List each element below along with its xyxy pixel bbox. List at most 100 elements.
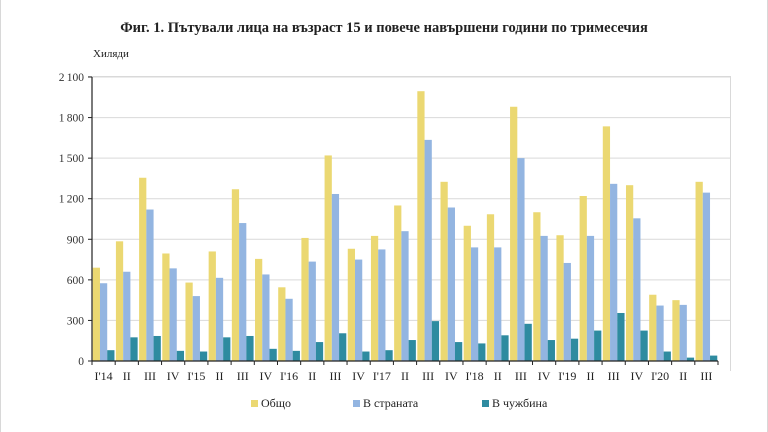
frame-left-border xyxy=(0,0,1,432)
bar xyxy=(478,343,486,361)
bar xyxy=(494,247,502,361)
bar xyxy=(262,274,270,361)
bar xyxy=(640,330,648,361)
legend-item-domestic: В страната xyxy=(353,396,418,411)
bar xyxy=(656,305,664,361)
bar xyxy=(246,335,254,361)
bar xyxy=(130,337,138,361)
bar xyxy=(401,231,409,361)
legend-label-domestic: В страната xyxy=(363,396,419,410)
legend-swatch-abroad xyxy=(482,400,489,407)
bar xyxy=(378,249,386,361)
x-tick-label: I'20 xyxy=(651,369,669,383)
bar xyxy=(417,91,425,361)
x-tick-label: IV xyxy=(631,369,644,383)
legend-item-abroad: В чужбина xyxy=(482,396,547,411)
bar xyxy=(463,225,471,361)
bar xyxy=(672,300,680,361)
bar xyxy=(153,335,161,361)
bar xyxy=(486,214,495,361)
bar xyxy=(610,183,618,361)
bar xyxy=(331,193,340,361)
x-tick-label: III xyxy=(422,369,434,383)
y-tick-label: 1 200 xyxy=(59,194,85,206)
x-tick-label: III xyxy=(237,369,249,383)
bar xyxy=(324,155,332,361)
bar xyxy=(215,277,224,361)
x-tick-label: I'14 xyxy=(95,369,113,383)
y-tick-label: 600 xyxy=(67,275,85,287)
bar xyxy=(231,189,240,361)
y-tick-label: 1 500 xyxy=(59,153,85,165)
bar xyxy=(679,304,687,361)
bar xyxy=(431,321,440,361)
bar xyxy=(355,259,363,361)
bar xyxy=(92,267,100,361)
bar xyxy=(710,355,718,361)
y-axis-unit-label: Хиляди xyxy=(93,48,129,60)
bar xyxy=(510,106,518,361)
bar xyxy=(501,335,509,361)
x-tick-label: II xyxy=(494,369,502,383)
x-tick-label: I'15 xyxy=(187,369,205,383)
bar xyxy=(278,287,286,361)
bar xyxy=(146,209,154,361)
bar xyxy=(633,218,641,361)
bar xyxy=(308,261,316,361)
bar xyxy=(540,235,548,361)
bar xyxy=(440,181,448,361)
bar xyxy=(602,126,611,361)
bar xyxy=(176,350,185,361)
chart-title: Фиг. 1. Пътували лица на възраст 15 и по… xyxy=(120,20,648,36)
bar xyxy=(533,212,541,361)
x-tick-label: II xyxy=(123,369,131,383)
x-tick-label: II xyxy=(216,369,224,383)
bar xyxy=(625,185,634,361)
x-tick-label: III xyxy=(700,369,712,383)
bar xyxy=(663,351,671,361)
bar xyxy=(107,350,115,361)
axes xyxy=(88,76,719,365)
bar xyxy=(239,223,247,361)
bar xyxy=(524,323,532,361)
x-tick-label: IV xyxy=(352,369,365,383)
x-tick-label: I'17 xyxy=(373,369,391,383)
bar xyxy=(370,235,379,361)
bar xyxy=(686,357,695,361)
legend-item-total: Общо xyxy=(251,396,291,411)
bar xyxy=(301,237,309,361)
x-tick-label: III xyxy=(329,369,341,383)
bar xyxy=(547,340,555,361)
legend-label-total: Общо xyxy=(261,396,292,410)
bar xyxy=(255,258,263,361)
bar xyxy=(292,350,300,361)
bar xyxy=(169,268,177,361)
x-tick-label: III xyxy=(144,369,156,383)
bar xyxy=(447,207,455,361)
x-tick-label: III xyxy=(515,369,527,383)
bar xyxy=(99,283,108,361)
x-tick-labels: I'14 II III IV I'15 II III IV I'16 II III IV I'17 II I… xyxy=(95,369,713,383)
bar xyxy=(579,196,587,361)
bar xyxy=(123,271,131,361)
bar xyxy=(208,251,216,361)
bars xyxy=(92,91,718,361)
x-tick-label: I'16 xyxy=(280,369,298,383)
y-tick-label: 300 xyxy=(67,315,85,327)
bar xyxy=(517,158,525,361)
bar xyxy=(394,205,402,361)
bar xyxy=(385,350,393,361)
bar xyxy=(315,342,324,361)
y-tick-label: 0 xyxy=(78,356,84,368)
bar xyxy=(594,330,602,361)
bar xyxy=(586,235,595,361)
y-tick-label: 1 800 xyxy=(59,113,85,125)
bar xyxy=(223,337,231,361)
legend: Общо В страната В чужбина xyxy=(0,396,768,412)
bar xyxy=(192,296,200,361)
y-tick-labels: 0 300 600 900 1 200 1 500 1 800 2 100 xyxy=(59,72,85,368)
x-tick-label: IV xyxy=(538,369,551,383)
bar xyxy=(454,342,463,361)
bar xyxy=(347,248,356,361)
